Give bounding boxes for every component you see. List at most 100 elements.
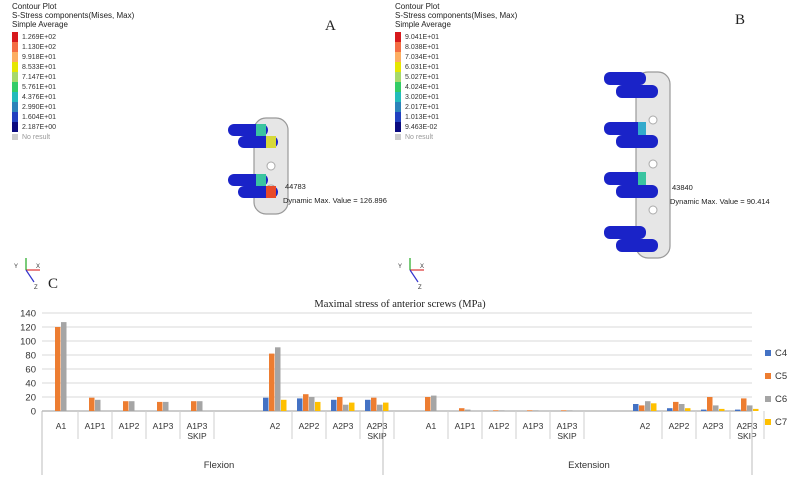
scale-swatch (12, 52, 18, 62)
scale-value: 1.269E+02 (22, 33, 57, 41)
bar-c6 (95, 399, 101, 411)
bar-c7 (651, 403, 657, 411)
scale-value: 2.017E+01 (405, 103, 440, 111)
y-tick-label: 60 (25, 365, 36, 376)
scale-swatch (395, 62, 401, 72)
bar-c6 (309, 397, 315, 411)
panel-a-color-scale: 1.269E+02 1.130E+02 9.918E+01 8.533E+01 7.14… (12, 32, 134, 132)
bar-c6 (713, 405, 719, 411)
panel-a-plate-model (228, 117, 289, 215)
panel-b-title-2: S-Stress components(Mises, Max) (395, 11, 518, 20)
scale-row: 1.013E+01 (395, 112, 517, 122)
bar-c6 (377, 404, 383, 411)
bar-c4 (667, 408, 673, 411)
scale-row: 1.269E+02 (12, 32, 134, 42)
panel-b-node-id: 43840 (672, 183, 693, 192)
scale-row: 9.463E-02 (395, 122, 517, 132)
legend-label: C6 (775, 394, 787, 405)
scale-value: 7.034E+01 (405, 53, 440, 61)
legend-swatch (765, 419, 771, 425)
bar-c5 (55, 327, 61, 411)
panel-b-color-scale: 9.041E+01 8.038E+01 7.034E+01 6.031E+01 5.02… (395, 32, 517, 132)
plate-hole (648, 205, 658, 215)
chart-title: Maximal stress of anterior screws (MPa) (314, 299, 486, 310)
scale-swatch (12, 102, 18, 112)
legend-label: C5 (775, 371, 787, 382)
no-result-swatch (12, 134, 18, 140)
plate-hole (648, 159, 658, 169)
panel-c-letter: C (48, 276, 59, 292)
bar-c4 (365, 399, 371, 411)
scale-swatch (12, 112, 18, 122)
x-tick-label: A1P2 (489, 421, 510, 431)
y-tick-label: 40 (25, 379, 36, 390)
bar-c6 (343, 404, 349, 411)
scale-value: 8.038E+01 (405, 43, 440, 51)
bar-c7 (281, 399, 287, 411)
bar-c7 (753, 408, 759, 411)
panel-b-plate-model (604, 71, 671, 259)
legend-swatch (765, 396, 771, 402)
panel-a-node-id: 44783 (285, 182, 306, 191)
bar-c6 (465, 409, 471, 411)
bar-c7 (315, 401, 321, 411)
plate-hole (266, 161, 276, 171)
triad-z-label: Z (418, 285, 422, 291)
panel-b-title-1: Contour Plot (395, 2, 440, 11)
x-tick-label: A2P3 (737, 421, 758, 431)
stress-bar-chart: Maximal stress of anterior screws (MPa) 0… (20, 299, 787, 475)
x-tick-label: A1P1 (85, 421, 106, 431)
bar-c5 (89, 397, 95, 411)
bar-c7 (719, 408, 725, 411)
y-tick-label: 100 (20, 337, 36, 348)
scale-swatch (395, 52, 401, 62)
scale-swatch (395, 42, 401, 52)
bar-c6 (533, 410, 539, 411)
bar-c6 (197, 401, 203, 411)
bar-c4 (735, 409, 741, 411)
bar-c5 (561, 410, 567, 411)
screw-pair-3 (604, 172, 658, 198)
screw-pair-upper (228, 124, 278, 148)
scale-row: 4.024E+01 (395, 82, 517, 92)
scale-row: 8.038E+01 (395, 42, 517, 52)
panel-a-title-1: Contour Plot (12, 2, 57, 11)
bar-c5 (269, 353, 275, 411)
panel-b-legend: Contour Plot S-Stress components(Mises, … (395, 2, 517, 142)
legend-label: C7 (775, 417, 787, 428)
scale-swatch (12, 32, 18, 42)
bar-c6 (679, 404, 685, 411)
scale-row: 2.017E+01 (395, 102, 517, 112)
scale-row: 9.041E+01 (395, 32, 517, 42)
x-tick-label: A2P2 (299, 421, 320, 431)
bar-c6 (645, 401, 651, 411)
y-tick-label: 0 (31, 407, 36, 418)
scale-row: 3.020E+01 (395, 92, 517, 102)
bar-c5 (639, 405, 645, 411)
scale-row: 4.376E+01 (12, 92, 134, 102)
panel-b-axis-triad: Y X Z (398, 258, 424, 291)
scale-swatch (12, 42, 18, 52)
scale-value: 6.031E+01 (405, 63, 440, 71)
scale-row: 2.990E+01 (12, 102, 134, 112)
y-tick-label: 120 (20, 323, 36, 334)
bar-c4 (701, 409, 707, 411)
scale-value: 9.918E+01 (22, 53, 57, 61)
scale-value: 1.130E+02 (22, 43, 57, 51)
bar-c7 (349, 402, 355, 411)
x-tick-label: A1P3 (557, 421, 578, 431)
scale-value: 3.020E+01 (405, 93, 440, 101)
scale-value: 8.533E+01 (22, 63, 57, 71)
bar-c5 (191, 401, 197, 411)
scale-row: 5.027E+01 (395, 72, 517, 82)
scale-swatch (12, 82, 18, 92)
bar-c6 (431, 395, 437, 411)
triad-x-label: X (420, 264, 424, 270)
panel-b-dynamic-max: Dynamic Max. Value = 90.414 (670, 197, 770, 206)
scale-swatch (12, 122, 18, 132)
scale-row: 8.533E+01 (12, 62, 134, 72)
bar-c5 (371, 397, 377, 411)
triad-y-label: Y (398, 264, 402, 270)
scale-value: 2.990E+01 (22, 103, 57, 111)
scale-value: 9.041E+01 (405, 33, 440, 41)
